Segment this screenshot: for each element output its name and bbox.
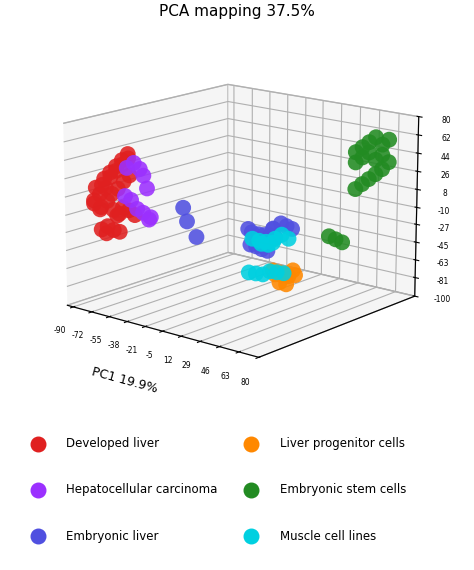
X-axis label: PC1 19.9%: PC1 19.9% xyxy=(91,365,159,395)
Text: Embryonic stem cells: Embryonic stem cells xyxy=(280,483,406,496)
Text: Embryonic liver: Embryonic liver xyxy=(66,530,159,543)
Text: Muscle cell lines: Muscle cell lines xyxy=(280,530,376,543)
Text: Liver progenitor cells: Liver progenitor cells xyxy=(280,437,405,450)
Text: Hepatocellular carcinoma: Hepatocellular carcinoma xyxy=(66,483,218,496)
Text: Developed liver: Developed liver xyxy=(66,437,159,450)
Title: PCA mapping 37.5%: PCA mapping 37.5% xyxy=(159,4,315,19)
